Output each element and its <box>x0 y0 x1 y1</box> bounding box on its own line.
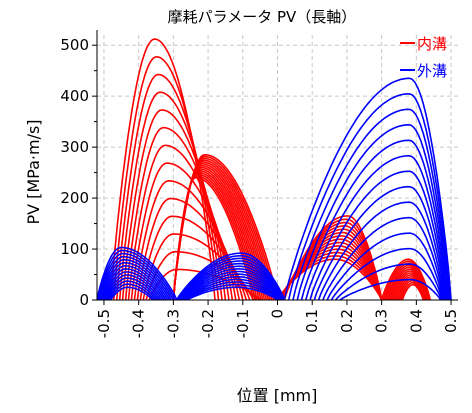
series-line-outer <box>305 155 448 301</box>
series-line-outer <box>101 262 169 301</box>
series-line-outer <box>339 278 442 301</box>
legend-label-inner: 内溝 <box>417 35 447 53</box>
y-tick-label: 0 <box>79 291 89 309</box>
series-line-inner <box>116 73 223 301</box>
series-line-outer <box>322 216 445 301</box>
series-line-outer <box>287 93 452 301</box>
series-line-outer <box>283 77 452 301</box>
series-line-outer <box>98 252 174 301</box>
series-line-outer <box>177 257 285 301</box>
series-line-outer <box>181 270 282 301</box>
series-line-inner <box>127 144 237 301</box>
axes <box>92 30 458 305</box>
x-tick-label: 0.2 <box>338 309 356 333</box>
series-line-outer <box>102 265 167 301</box>
x-tick-label: 0.5 <box>442 309 460 333</box>
series-line-inner <box>401 283 425 301</box>
x-tick-label: 0.1 <box>303 309 321 333</box>
series-line-outer <box>182 273 281 301</box>
series-line-outer <box>106 277 159 301</box>
x-tick-label: 0.3 <box>373 309 391 333</box>
series-line-outer <box>326 232 444 301</box>
y-tick-label: 500 <box>60 36 89 54</box>
series-line-outer <box>313 185 447 301</box>
series-line-outer <box>104 271 163 301</box>
series-line-outer <box>335 263 443 301</box>
y-tick-label: 200 <box>60 189 89 207</box>
series-line-outer <box>300 139 449 301</box>
series-line-inner <box>118 91 227 301</box>
y-tick-label: 100 <box>60 240 89 258</box>
x-tick-label: 0 <box>269 309 287 319</box>
series-line-outer <box>176 254 285 301</box>
series-line-outer <box>292 108 451 301</box>
y-tick-label: 300 <box>60 138 89 156</box>
x-axis-label: 位置 [mm] <box>237 386 318 405</box>
series-line-outer <box>109 283 156 301</box>
series-line-inner <box>110 38 216 301</box>
series-line-outer <box>184 278 280 301</box>
series-line-outer <box>100 258 171 301</box>
series-line-outer <box>96 246 178 301</box>
series-line-outer <box>99 255 172 301</box>
series-line-outer <box>186 286 278 301</box>
series-line-outer <box>179 262 284 301</box>
series-line-inner <box>145 250 258 301</box>
series-line-outer <box>185 281 280 301</box>
series-line-outer <box>97 249 176 301</box>
series-line-outer <box>103 268 165 301</box>
series-line-outer <box>296 123 450 301</box>
series-line-inner <box>121 109 230 301</box>
x-tick-label: -0.3 <box>164 309 182 338</box>
series-line-outer <box>185 283 279 301</box>
chart-title: 摩耗パラメータ PV（長軸） <box>168 8 357 26</box>
series-line-outer <box>330 247 443 301</box>
legend: 内溝 外溝 <box>400 35 447 80</box>
series-line-outer <box>309 170 448 301</box>
y-axis-label: PV [MPa·m/s] <box>24 119 43 224</box>
x-tick-label: -0.2 <box>199 309 217 338</box>
x-tick-label: -0.5 <box>95 309 113 338</box>
y-tick-label: 400 <box>60 87 89 105</box>
series-line-outer <box>178 260 284 301</box>
legend-label-outer: 外溝 <box>417 62 447 80</box>
series-line-outer <box>110 286 154 301</box>
series-line-inner <box>172 176 254 301</box>
series-line-outer <box>183 276 281 301</box>
series-line-outer <box>180 268 282 301</box>
x-tick-label: -0.4 <box>130 309 148 338</box>
series-line-outer <box>105 274 161 301</box>
series-line-inner <box>124 126 234 301</box>
series-line-outer <box>107 280 157 301</box>
curves <box>96 38 452 301</box>
x-tick-label: -0.1 <box>234 309 252 338</box>
series-line-outer <box>317 201 446 301</box>
series-line-outer <box>180 265 283 301</box>
series-line-inner <box>113 56 220 301</box>
series-line-outer <box>176 252 286 301</box>
tick-labels: 0 100 200 300 400 500 -0.5 -0.4 -0.3 -0.2 -0.1 0 0.1… <box>60 36 460 338</box>
x-tick-label: 0.4 <box>407 309 425 333</box>
